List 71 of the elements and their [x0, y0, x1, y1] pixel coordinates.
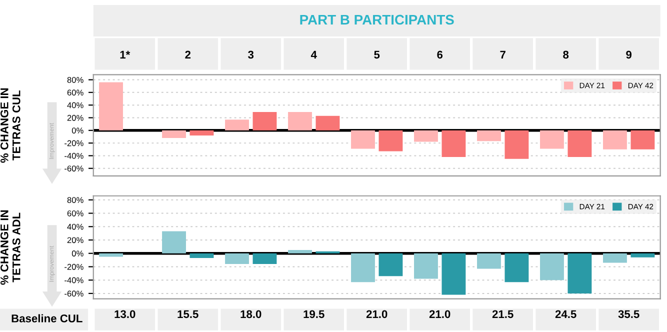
bar	[288, 250, 312, 254]
bar	[252, 253, 277, 264]
y-tick-label: -60%	[64, 290, 84, 297]
x-tick-label: 18.0	[240, 310, 262, 318]
x-tick-label: 21.5	[492, 310, 514, 318]
y-tick-label: 40%	[67, 102, 84, 108]
x-tick-label: 24.5	[555, 310, 576, 318]
bar	[351, 130, 375, 149]
y-tick-label: 40%	[67, 224, 84, 230]
y-tick-label: -40%	[64, 152, 84, 159]
bar	[504, 130, 529, 159]
y-tick-label: 0%	[72, 250, 84, 256]
bar	[442, 253, 466, 295]
bar	[225, 253, 249, 264]
x-tick-label: 35.5	[618, 310, 640, 318]
x-tick-label: 9	[626, 50, 632, 59]
bar	[540, 253, 564, 280]
y-tick-label: 80%	[67, 197, 84, 203]
bar	[540, 130, 564, 149]
bar	[630, 130, 655, 150]
y-tick-label: -20%	[64, 140, 84, 146]
bar	[190, 130, 214, 136]
x-tick-label: 1*	[120, 50, 130, 59]
bar	[630, 253, 655, 258]
y-tick-label: -60%	[64, 166, 84, 172]
bar	[477, 253, 501, 269]
bar	[414, 130, 438, 142]
bar	[603, 130, 627, 150]
x-tick-label: 15.5	[178, 310, 198, 318]
bar	[378, 253, 403, 276]
bar	[414, 253, 438, 279]
bar	[504, 253, 529, 282]
x-tick-label: 5	[374, 50, 380, 59]
x-tick-label: 21.0	[429, 310, 450, 318]
bar	[288, 112, 312, 130]
bar	[190, 253, 214, 258]
bar	[162, 130, 186, 138]
y-tick-label: 80%	[67, 76, 84, 83]
x-tick-label: 6	[437, 50, 443, 59]
bar	[477, 130, 501, 142]
y-tick-label: 0%	[72, 128, 84, 134]
bar	[568, 253, 592, 294]
x-tick-label: 13.0	[114, 310, 136, 318]
x-tick-label: 8	[563, 50, 569, 59]
y-tick-label: -20%	[64, 264, 84, 270]
bar	[442, 130, 466, 157]
x-tick-label: 7	[500, 50, 506, 59]
y-tick-label: 20%	[67, 237, 84, 244]
bar	[99, 82, 123, 130]
y-tick-label: 60%	[67, 90, 84, 96]
chart-title: PART B PARTICIPANTS	[300, 14, 454, 25]
bar	[99, 253, 123, 257]
x-tick-label: 21.0	[366, 310, 388, 318]
y-tick-label: -40%	[64, 277, 84, 284]
bar	[378, 130, 403, 152]
bar	[225, 120, 249, 130]
x-axis-title: Baseline CUL	[12, 314, 82, 322]
bar	[568, 130, 592, 157]
bar	[603, 253, 627, 263]
bar	[316, 116, 340, 130]
y-axis-title: % CHANGE IN TETRAS CUL	[0, 88, 20, 163]
bar	[162, 231, 186, 254]
bar	[351, 253, 375, 282]
x-tick-label: 19.5	[304, 310, 324, 318]
y-tick-label: 20%	[67, 114, 84, 121]
x-tick-label: 2	[185, 50, 191, 59]
y-axis-title: % CHANGE IN TETRAS ADL	[0, 210, 20, 285]
bar	[252, 112, 277, 130]
x-tick-label: 3	[248, 50, 254, 59]
x-tick-label: 4	[310, 50, 317, 59]
y-tick-label: 60%	[67, 210, 84, 216]
